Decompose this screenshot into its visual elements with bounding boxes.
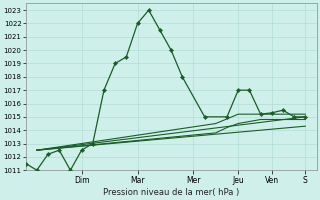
X-axis label: Pression niveau de la mer( hPa ): Pression niveau de la mer( hPa ) xyxy=(103,188,239,197)
